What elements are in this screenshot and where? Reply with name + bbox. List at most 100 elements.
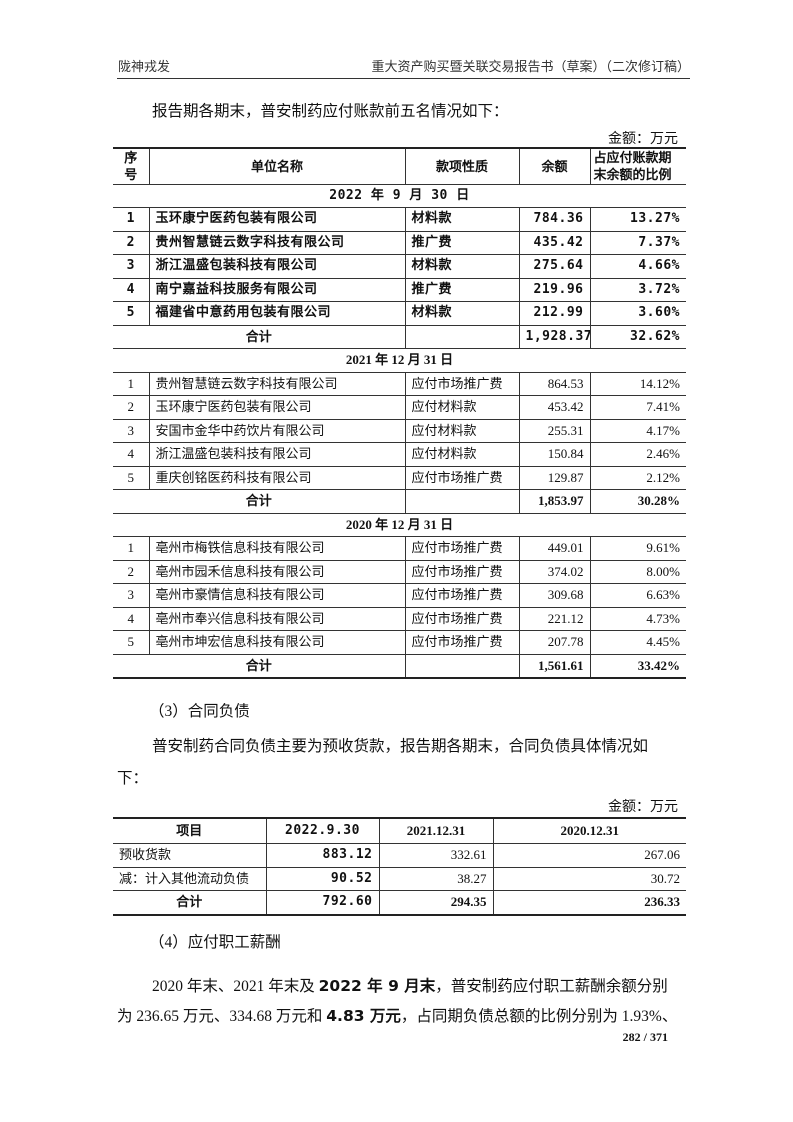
intro-text: 报告期各期末，普安制药应付账款前五名情况如下： <box>152 103 509 120</box>
page-number: 282 / 371 <box>622 1030 668 1044</box>
ratio: 2.12% <box>589 465 686 490</box>
amount: 38.27 <box>378 866 494 891</box>
company-name: 贵州智慧链云数字科技有限公司 <box>148 230 406 255</box>
section4-para-line1: 2020 年末、2021 年末及 2022 年 9 月末，普安制药应付职工薪酬余… <box>152 974 668 996</box>
balance: 435.42 <box>518 230 591 255</box>
para-bold-text: 2022 年 9 月末 <box>318 977 436 995</box>
ratio: 8.00% <box>589 559 686 584</box>
ratio: 4.45% <box>589 630 686 655</box>
payment-nature: 推广费 <box>404 277 520 302</box>
table-header-row: 序号 单位名称 款项性质 余额 占应付账款期末余额的比例 <box>113 147 686 185</box>
total-amount: 294.35 <box>378 890 494 916</box>
row-index: 3 <box>113 254 150 279</box>
company-name: 重庆创铭医药科技有限公司 <box>148 465 406 490</box>
ratio: 6.63% <box>589 583 686 608</box>
para-text: ，普安制药应付职工薪酬余额分别 <box>435 978 668 995</box>
payment-nature: 应付市场推广费 <box>404 630 520 655</box>
company-name: 浙江温盛包装科技有限公司 <box>148 254 406 279</box>
payment-nature: 材料款 <box>404 207 520 232</box>
payment-nature: 应付市场推广费 <box>404 371 520 396</box>
total-amount: 236.33 <box>492 890 686 916</box>
ratio: 7.41% <box>589 395 686 420</box>
table-row: 4 南宁嘉益科技服务有限公司 推广费 219.96 3.72% <box>113 277 686 302</box>
section4-heading: （4）应付职工薪酬 <box>149 934 281 951</box>
table-row: 1 玉环康宁医药包装有限公司 材料款 784.36 13.27% <box>113 207 686 232</box>
table-row: 5 重庆创铭医药科技有限公司 应付市场推广费 129.87 2.12% <box>113 465 686 490</box>
payment-nature: 应付市场推广费 <box>404 606 520 631</box>
table-row: 5 亳州市坤宏信息科技有限公司 应付市场推广费 207.78 4.45% <box>113 630 686 655</box>
table-row: 1 贵州智慧链云数字科技有限公司 应付市场推广费 864.53 14.12% <box>113 371 686 396</box>
payment-nature: 材料款 <box>404 254 520 279</box>
section-date-row: 2020 年 12 月 31 日 <box>113 512 686 537</box>
table-row: 1 亳州市梅铁信息科技有限公司 应付市场推广费 449.01 9.61% <box>113 536 686 561</box>
para-text: ，占同期负债总额的比例分别为 1.93%、 <box>400 1008 678 1025</box>
company-name: 玉环康宁医药包装有限公司 <box>148 207 406 232</box>
company-name: 福建省中意药用包装有限公司 <box>148 301 406 326</box>
balance: 129.87 <box>518 465 591 490</box>
row-index: 5 <box>113 465 150 490</box>
balance: 309.68 <box>518 583 591 608</box>
table-row: 减：计入其他流动负债 90.52 38.27 30.72 <box>113 866 686 891</box>
item-name: 减：计入其他流动负债 <box>113 866 267 891</box>
header-divider <box>117 78 690 79</box>
row-index: 2 <box>113 230 150 255</box>
table-row: 2 贵州智慧链云数字科技有限公司 推广费 435.42 7.37% <box>113 230 686 255</box>
column-header: 余额 <box>518 147 591 185</box>
table-row: 5 福建省中意药用包装有限公司 材料款 212.99 3.60% <box>113 301 686 326</box>
empty-cell <box>404 653 520 679</box>
section3-para-line2: 下： <box>117 770 149 787</box>
column-header: 2021.12.31 <box>378 817 494 844</box>
balance: 207.78 <box>518 630 591 655</box>
column-header: 款项性质 <box>404 147 520 185</box>
empty-cell <box>404 489 520 514</box>
header-company: 陇神戎发 <box>118 59 171 74</box>
table-row: 预收货款 883.12 332.61 267.06 <box>113 843 686 868</box>
column-header: 占应付账款期末余额的比例 <box>589 147 686 185</box>
ratio: 2.46% <box>589 442 686 467</box>
total-ratio: 30.28% <box>589 489 686 514</box>
balance: 449.01 <box>518 536 591 561</box>
payment-nature: 应付市场推广费 <box>404 559 520 584</box>
column-header: 2022.9.30 <box>265 817 380 844</box>
payment-nature: 应付市场推广费 <box>404 583 520 608</box>
ratio: 7.37% <box>589 230 686 255</box>
balance: 374.02 <box>518 559 591 584</box>
payment-nature: 应付市场推广费 <box>404 536 520 561</box>
table-header-row: 项目 2022.9.30 2021.12.31 2020.12.31 <box>113 817 686 844</box>
row-index: 2 <box>113 395 150 420</box>
payment-nature: 应付材料款 <box>404 395 520 420</box>
total-row: 合计 1,853.97 30.28% <box>113 489 686 514</box>
section-date-row: 2022 年 9 月 30 日 <box>113 183 686 208</box>
ratio: 4.17% <box>589 418 686 443</box>
balance: 219.96 <box>518 277 591 302</box>
payment-nature: 应付市场推广费 <box>404 465 520 490</box>
balance: 255.31 <box>518 418 591 443</box>
row-index: 4 <box>113 606 150 631</box>
company-name: 亳州市奉兴信息科技有限公司 <box>148 606 406 631</box>
row-index: 4 <box>113 277 150 302</box>
balance: 275.64 <box>518 254 591 279</box>
company-name: 贵州智慧链云数字科技有限公司 <box>148 371 406 396</box>
total-amount: 1,853.97 <box>518 489 591 514</box>
company-name: 亳州市梅铁信息科技有限公司 <box>148 536 406 561</box>
ratio: 14.12% <box>589 371 686 396</box>
row-index: 1 <box>113 536 150 561</box>
total-amount: 1,928.37 <box>518 324 591 349</box>
row-index: 1 <box>113 207 150 232</box>
company-name: 安国市金华中药饮片有限公司 <box>148 418 406 443</box>
company-name: 亳州市园禾信息科技有限公司 <box>148 559 406 584</box>
total-label: 合计 <box>113 653 406 679</box>
para-text: 2020 年末、2021 年末及 <box>152 978 319 995</box>
table-row: 4 亳州市奉兴信息科技有限公司 应付市场推广费 221.12 4.73% <box>113 606 686 631</box>
table-row: 2 亳州市园禾信息科技有限公司 应付市场推广费 374.02 8.00% <box>113 559 686 584</box>
section3-heading: （3）合同负债 <box>149 703 250 720</box>
section4-para-line2: 为 236.65 万元、334.68 万元和 4.83 万元，占同期负债总额的比… <box>117 1004 677 1026</box>
amount: 332.61 <box>378 843 494 868</box>
payment-nature: 应付材料款 <box>404 418 520 443</box>
payment-nature: 应付材料款 <box>404 442 520 467</box>
total-label: 合计 <box>113 324 406 349</box>
company-name: 亳州市豪情信息科技有限公司 <box>148 583 406 608</box>
total-row: 合计 1,561.61 33.42% <box>113 653 686 679</box>
column-header: 2020.12.31 <box>492 817 686 844</box>
section-date: 2021 年 12 月 31 日 <box>113 348 686 373</box>
